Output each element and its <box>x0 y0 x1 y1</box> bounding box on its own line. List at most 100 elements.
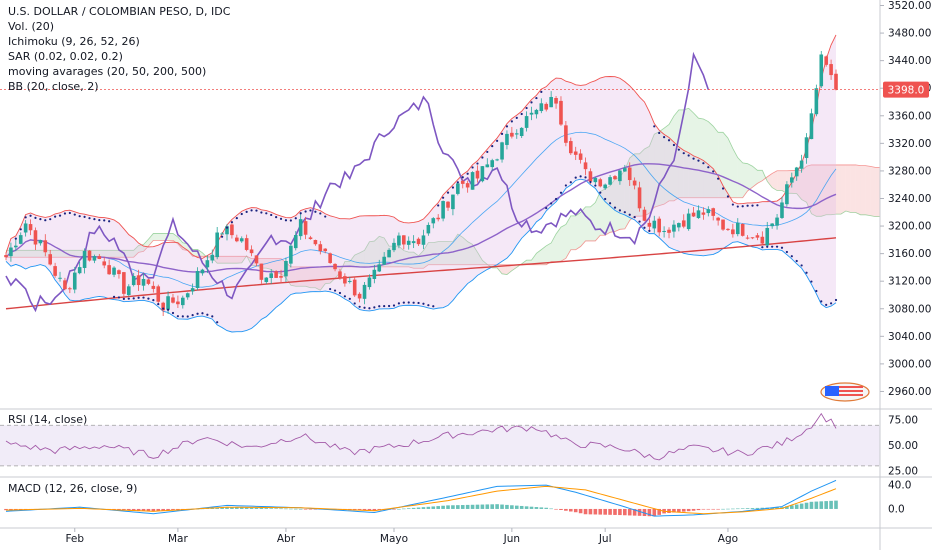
macd-histogram-bar <box>809 501 814 509</box>
macd-histogram-bar <box>637 508 642 516</box>
candle-body <box>254 255 259 264</box>
ichimoku-cloud-segment <box>772 170 778 191</box>
macd-histogram-bar <box>691 508 696 511</box>
candle-body <box>122 272 126 294</box>
sar-dot <box>353 302 356 305</box>
ichimoku-cloud-segment <box>845 164 851 213</box>
ichimoku-cloud-segment <box>580 206 586 247</box>
macd-histogram-bar <box>819 501 824 509</box>
sar-dot <box>834 298 838 302</box>
sar-dot <box>761 246 764 249</box>
candle-body <box>239 238 244 242</box>
ichimoku-cloud-segment <box>585 206 591 241</box>
sar-dot <box>358 305 361 308</box>
ichimoku-cloud-segment <box>737 157 743 198</box>
macd-histogram-bar <box>9 508 13 510</box>
sar-dot <box>820 300 823 303</box>
candle-body <box>573 151 578 155</box>
candle-body <box>382 256 386 265</box>
candle-body <box>63 280 67 290</box>
macd-histogram-bar <box>126 508 131 511</box>
candle-body <box>824 56 828 65</box>
candle-body <box>657 218 661 233</box>
candle-body <box>623 168 627 172</box>
macd-histogram-bar <box>392 508 396 510</box>
candle-body <box>652 220 657 229</box>
ichimoku-cloud-segment <box>742 162 748 198</box>
candle-body <box>794 167 799 177</box>
sar-dot <box>216 321 219 324</box>
ichimoku-cloud-segment <box>703 119 709 198</box>
ichimoku-cloud-segment <box>94 250 100 258</box>
candle-body <box>397 235 401 246</box>
ichimoku-cloud-segment <box>693 113 699 198</box>
macd-histogram-bar <box>171 508 175 511</box>
candle-body <box>819 54 824 87</box>
macd-pane[interactable]: 40.0 0.0 <box>4 480 911 517</box>
sar-dot <box>427 304 430 307</box>
candle-body <box>308 237 313 240</box>
candle-body <box>578 153 583 160</box>
candle-body <box>456 183 460 194</box>
sar-dot <box>402 301 405 304</box>
candle-body <box>662 230 666 232</box>
macd-histogram-bar <box>244 507 249 509</box>
candle-body <box>799 160 804 169</box>
flag-icon[interactable] <box>820 382 870 402</box>
candle-body <box>460 180 465 184</box>
time-axis-label: Jul <box>598 533 612 545</box>
macd-histogram-bar <box>264 508 269 509</box>
ichimoku-cloud-segment <box>364 241 370 267</box>
ichimoku-cloud-segment <box>850 164 856 213</box>
macd-histogram-bar <box>559 508 563 510</box>
sar-dot <box>442 196 445 199</box>
macd-histogram-bar <box>431 506 436 509</box>
macd-histogram-bar <box>362 508 367 511</box>
candle-body <box>755 235 760 238</box>
candle-body <box>220 233 224 235</box>
ichimoku-cloud-segment <box>747 163 753 191</box>
ichimoku-cloud-segment <box>811 164 817 217</box>
macd-histogram-bar <box>215 507 219 509</box>
candle-body <box>451 194 455 210</box>
sar-dot <box>682 152 685 155</box>
price-axis-label: 3080.00 <box>888 303 931 315</box>
candle-body <box>107 265 111 275</box>
candle-body <box>760 236 765 244</box>
candle-body <box>706 209 711 214</box>
main-price-pane[interactable] <box>0 34 881 333</box>
legend-sar-text: SAR (0.02, 0.02, 0.2) <box>8 50 123 63</box>
ichimoku-cloud-segment <box>158 233 164 241</box>
ichimoku-cloud-segment <box>777 170 782 191</box>
candle-body <box>112 267 116 275</box>
sar-dot <box>466 172 469 175</box>
ichimoku-cloud-segment <box>565 215 571 259</box>
macd-histogram-bar <box>701 508 706 510</box>
sar-dot <box>260 211 263 214</box>
macd-histogram-bar <box>303 508 308 510</box>
macd-histogram-bar <box>293 508 298 510</box>
ichimoku-cloud-segment <box>168 233 173 241</box>
sar-dot <box>250 209 253 212</box>
time-axis-label: Mar <box>168 533 188 545</box>
sar-dot <box>348 297 351 300</box>
rsi-pane[interactable]: 75.00 50.00 25.00 <box>0 412 918 478</box>
candle-body <box>156 286 161 302</box>
macd-histogram-bar <box>397 508 401 510</box>
macd-histogram-bar <box>220 507 224 509</box>
candle-body <box>672 224 676 232</box>
sar-dot <box>658 131 661 135</box>
grid-layer <box>0 408 932 529</box>
sar-dot <box>520 112 523 116</box>
sar-dot <box>446 191 450 194</box>
ichimoku-cloud-segment <box>796 170 802 200</box>
candle-body <box>416 238 421 245</box>
sar-dot <box>422 302 425 305</box>
macd-histogram-bar <box>436 506 440 509</box>
candle-body <box>775 217 779 226</box>
macd-histogram-bar <box>131 508 136 511</box>
sar-dot <box>535 96 538 100</box>
candle-body <box>593 177 598 183</box>
candle-body <box>230 224 234 236</box>
candle-body <box>618 170 622 182</box>
